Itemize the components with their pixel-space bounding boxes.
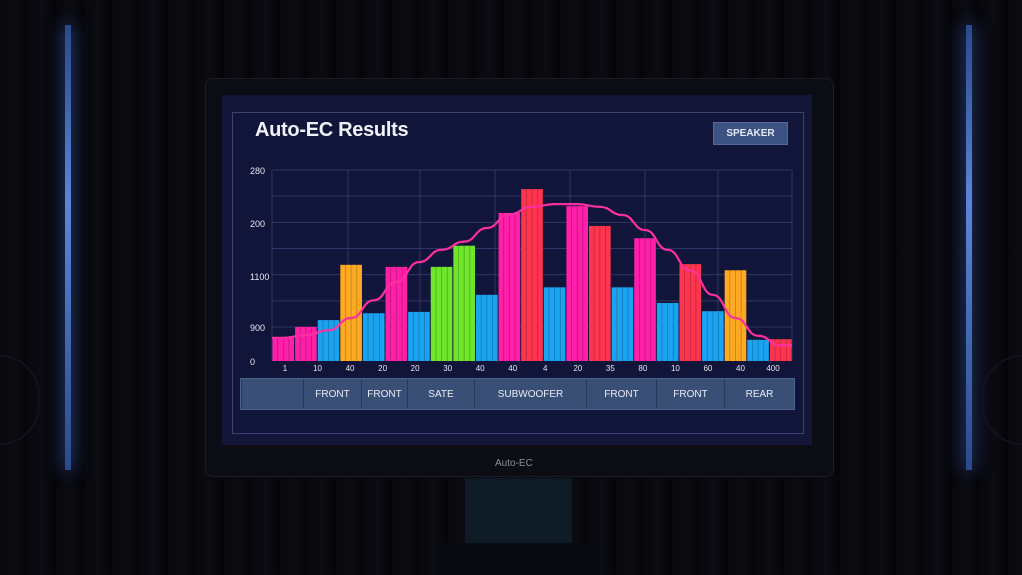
- bar: [543, 287, 566, 361]
- speaker-button[interactable]: SPEAKER: [713, 122, 788, 145]
- x-tick-label: 35: [606, 364, 615, 373]
- bar: [589, 225, 611, 361]
- category-label: FRONT: [586, 379, 656, 409]
- category-label: SUBWOOFER: [474, 379, 586, 409]
- category-label: SATE: [407, 379, 474, 409]
- bar: [272, 337, 295, 361]
- bar: [679, 264, 702, 361]
- x-tick-label: 10: [313, 364, 322, 373]
- y-tick-label: 1100: [250, 272, 269, 282]
- category-label: FRONT: [303, 379, 361, 409]
- bar: [340, 264, 362, 361]
- category-label: FRONT: [361, 379, 407, 409]
- x-tick-label: 1: [283, 364, 288, 373]
- x-tick-label: 400: [766, 364, 780, 373]
- speaker-category-bar: FRONT FRONT SATE SUBWOOFER FRONT FRONT REAR: [240, 378, 795, 410]
- y-tick-label: 0: [250, 357, 255, 367]
- category-label: REAR: [724, 379, 794, 409]
- x-tick-label: 10: [671, 364, 680, 373]
- x-tick-label: 80: [638, 364, 647, 373]
- x-tick-label: 20: [573, 364, 582, 373]
- bar: [656, 303, 679, 361]
- bar: [385, 266, 408, 361]
- bar: [498, 212, 521, 361]
- y-tick-label: 280: [250, 166, 265, 176]
- bar: [747, 339, 769, 361]
- category-label: [241, 379, 303, 409]
- bar: [521, 189, 543, 361]
- x-tick-label: 60: [703, 364, 712, 373]
- bar: [566, 206, 589, 361]
- bar: [430, 266, 453, 361]
- monitor-brand: Auto-EC: [495, 458, 533, 469]
- x-tick-label: 20: [378, 364, 387, 373]
- x-tick-label: 40: [476, 364, 485, 373]
- monitor-stand-base: [440, 543, 600, 575]
- right-light-strip: [966, 25, 972, 470]
- page-title: Auto-EC Results: [255, 119, 409, 141]
- monitor-stand-neck: [465, 478, 572, 543]
- bar: [724, 270, 747, 361]
- x-tick-label: 20: [411, 364, 420, 373]
- bar: [611, 287, 634, 361]
- bar: [408, 311, 430, 361]
- bar: [634, 238, 656, 361]
- category-label: FRONT: [656, 379, 724, 409]
- x-tick-label: 4: [543, 364, 548, 373]
- y-tick-label: 900: [250, 323, 265, 333]
- left-light-strip: [65, 25, 71, 470]
- bar: [453, 245, 475, 361]
- x-tick-label: 40: [508, 364, 517, 373]
- x-tick-label: 40: [346, 364, 355, 373]
- bar: [362, 313, 385, 361]
- x-tick-label: 30: [443, 364, 452, 373]
- bar: [702, 311, 724, 361]
- response-curve: [271, 203, 792, 347]
- x-tick-label: 40: [736, 364, 745, 373]
- bar: [475, 294, 498, 361]
- y-tick-label: 200: [250, 219, 265, 229]
